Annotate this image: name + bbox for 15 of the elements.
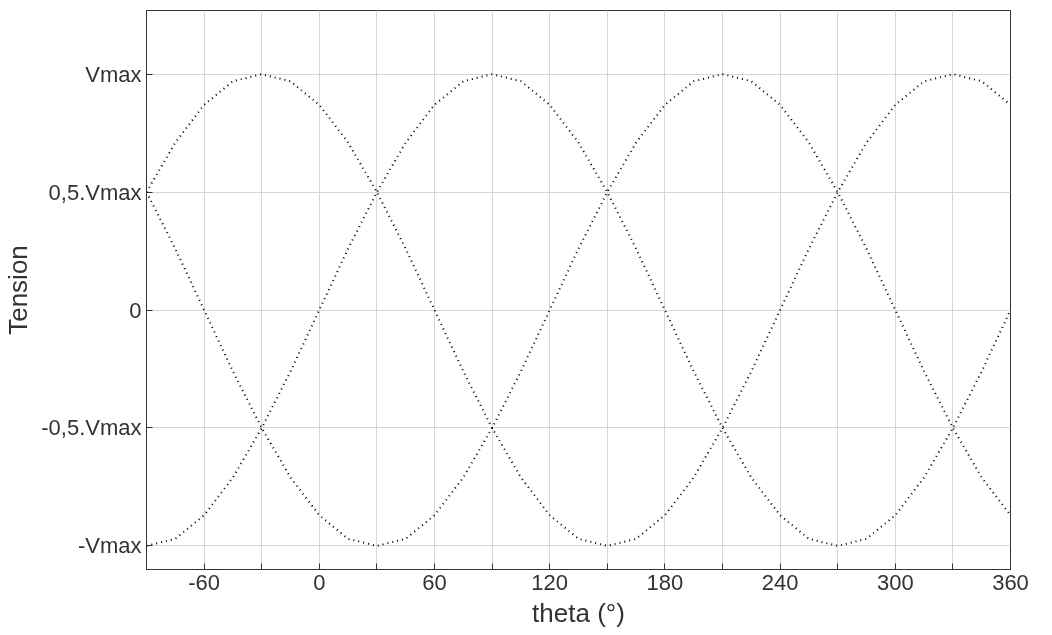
x-tick-label: 240 xyxy=(761,569,799,595)
y-tick-label: -0,5.Vmax xyxy=(41,415,142,441)
y-tick-label: -Vmax xyxy=(77,533,142,559)
x-tick-label: 180 xyxy=(646,569,684,595)
x-tick-label: 360 xyxy=(992,569,1029,595)
y-tick-label: 0,5.Vmax xyxy=(48,179,142,205)
x-tick-label: 0 xyxy=(313,569,326,595)
x-tick-label: 120 xyxy=(531,569,569,595)
x-axis-title: theta (°) xyxy=(532,597,625,628)
y-tick-label: Vmax xyxy=(85,61,142,87)
y-tick-label: 0 xyxy=(129,297,142,323)
x-tick-label: 60 xyxy=(422,569,447,595)
y-axis-title: Tension xyxy=(3,245,34,335)
x-tick-label: 300 xyxy=(876,569,914,595)
x-tick-label: -60 xyxy=(188,569,220,595)
